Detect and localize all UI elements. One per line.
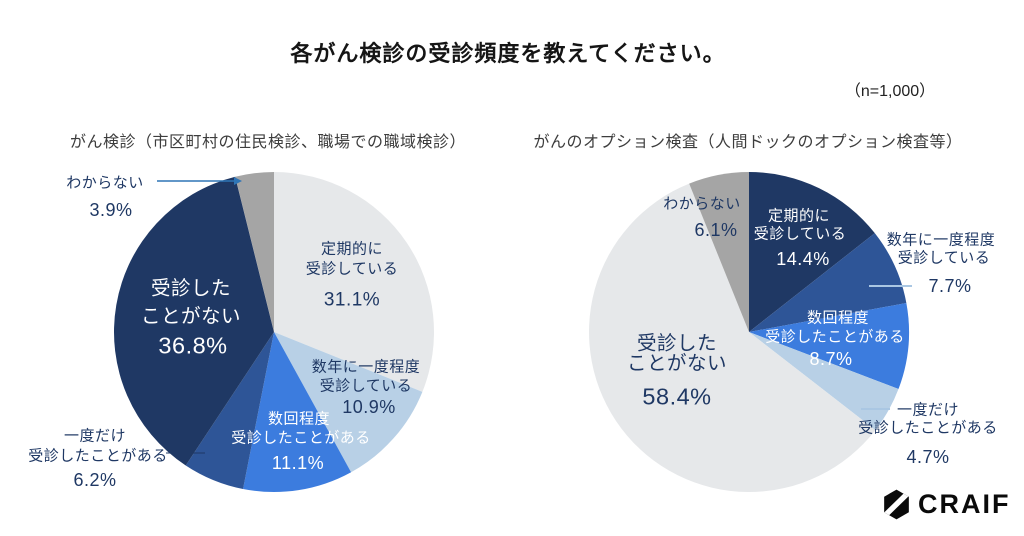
slice-label: 定期的に: [767, 207, 831, 225]
slice-label: 受診した: [636, 332, 718, 355]
slice-percent: 36.8%: [158, 332, 228, 359]
slice-label: 受診した: [150, 277, 232, 300]
sample-size: （n=1,000）: [844, 83, 936, 100]
slice-percent: 58.4%: [642, 383, 712, 410]
slice-label: わからない: [66, 174, 144, 192]
slice-label: 受診している: [897, 249, 991, 267]
chart-title-left: がん検診（市区町村の住民検診、職場での職域検診）: [69, 134, 467, 151]
slice-label: 定期的に: [320, 240, 384, 258]
pie-slice: [185, 332, 274, 489]
slice-percent: 8.7%: [809, 349, 853, 369]
slice-percent: 11.1%: [271, 453, 325, 473]
slice-percent: 31.1%: [323, 289, 381, 311]
slice-label: 一度だけ: [63, 427, 127, 445]
slice-label: 受診している: [305, 260, 399, 278]
craif-logo-text: CRAIF: [918, 489, 1011, 519]
page-title: 各がん検診の受診頻度を教えてください。: [290, 41, 726, 66]
slice-label: ことがない: [626, 352, 728, 375]
pie-slice: [689, 172, 749, 332]
slice-label: 受診したことがある: [231, 429, 371, 447]
pie-slice: [235, 172, 274, 332]
slice-percent: 7.7%: [928, 276, 972, 296]
slice-label: 受診している: [753, 225, 847, 243]
leader-arrowhead-icon: [234, 177, 242, 185]
pie-slice: [274, 332, 423, 473]
slice-label: 数回程度: [267, 410, 331, 428]
slice-label: 受診したことがある: [28, 447, 168, 465]
pie-slice: [749, 172, 875, 332]
slice-label: 受診している: [319, 377, 413, 395]
pie-slice: [749, 332, 899, 431]
pie-slice: [749, 233, 907, 332]
slice-label: 一度だけ: [896, 401, 960, 419]
slice-percent: 10.9%: [342, 397, 396, 417]
pie-slice: [274, 172, 434, 392]
slice-percent: 4.7%: [906, 447, 950, 467]
slice-label: 数年に一度程度: [886, 231, 996, 249]
slice-label: 数年に一度程度: [311, 358, 421, 376]
chart-title-right: がんのオプション検査（人間ドックのオプション検査等）: [533, 134, 963, 151]
pie-slice: [243, 332, 352, 493]
craif-hexagon-icon: [884, 489, 909, 520]
slice-label: 受診したことがある: [765, 328, 905, 346]
slice-label: 数回程度: [806, 309, 870, 327]
slice-percent: 3.9%: [89, 200, 133, 220]
pie-slice: [749, 303, 909, 390]
slice-percent: 6.1%: [694, 220, 738, 240]
slice-label: わからない: [663, 195, 741, 213]
pie-slice: [589, 183, 876, 493]
slice-percent: 6.2%: [73, 470, 117, 490]
slice-percent: 14.4%: [776, 249, 830, 269]
slice-label: 受診したことがある: [858, 419, 998, 437]
slice-label: ことがない: [140, 305, 242, 328]
craif-logo: CRAIF: [882, 489, 1011, 520]
pie-slice: [114, 176, 274, 466]
